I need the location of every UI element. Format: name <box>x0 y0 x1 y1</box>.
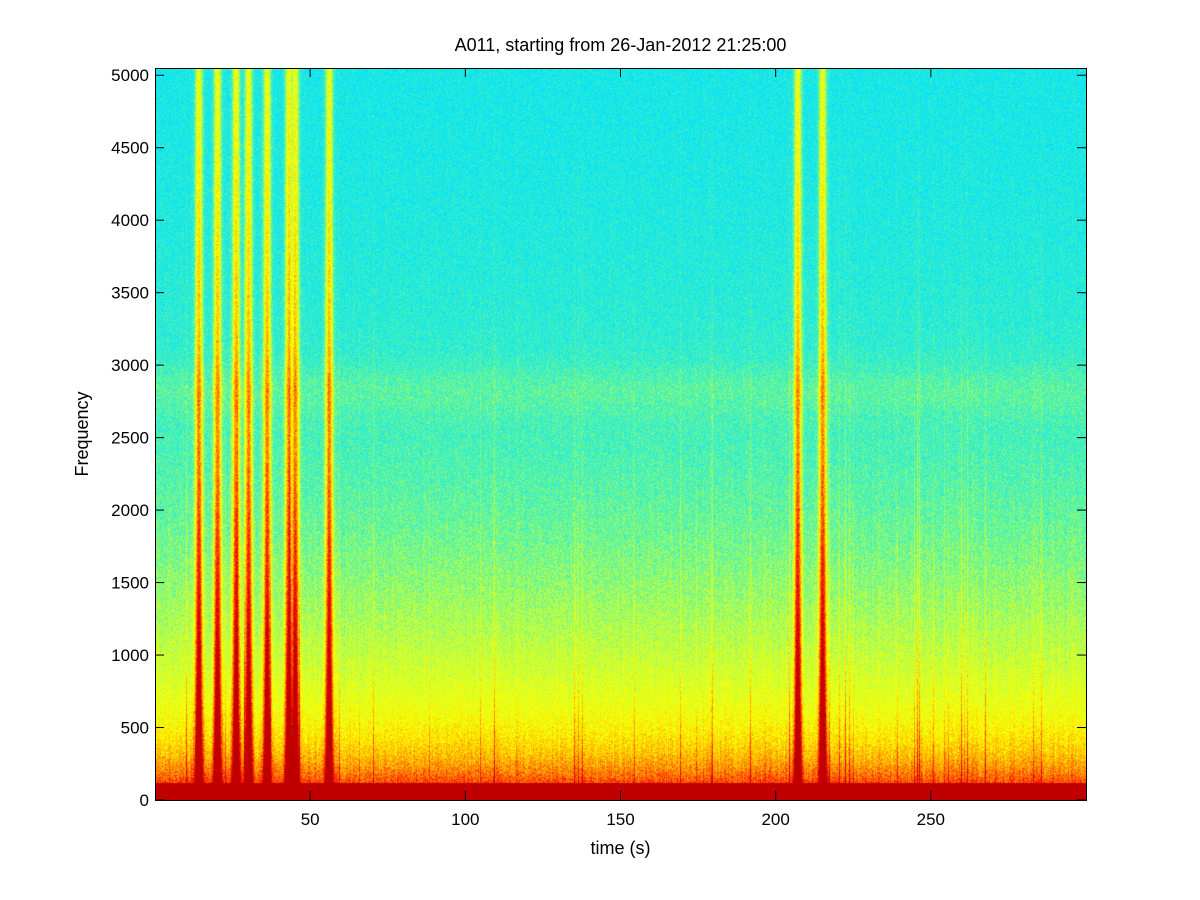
y-tick-label: 0 <box>140 791 149 810</box>
x-axis-label: time (s) <box>591 838 651 858</box>
spectrogram-heatmap <box>155 68 1086 800</box>
y-tick-label: 3500 <box>111 284 149 303</box>
x-tick-label: 100 <box>451 810 479 829</box>
x-tick-label: 150 <box>606 810 634 829</box>
y-tick-label: 1500 <box>111 574 149 593</box>
axis-ticks: 50 100 150 200 25005001000150020002500300035… <box>111 66 1086 829</box>
y-tick-label: 500 <box>121 719 149 738</box>
y-tick-label: 5000 <box>111 66 149 85</box>
y-tick-label: 2500 <box>111 429 149 448</box>
y-axis-label: Frequency <box>72 391 92 476</box>
x-tick-label: 250 <box>917 810 945 829</box>
chart-title: A011, starting from 26-Jan-2012 21:25:00 <box>455 35 787 55</box>
axes-frame <box>155 68 1087 801</box>
y-tick-label: 4000 <box>111 211 149 230</box>
x-tick-label: 200 <box>761 810 789 829</box>
y-tick-label: 2000 <box>111 501 149 520</box>
y-tick-label: 3000 <box>111 356 149 375</box>
x-tick-label: 50 <box>301 810 320 829</box>
y-tick-label: 4500 <box>111 139 149 158</box>
y-tick-label: 1000 <box>111 646 149 665</box>
